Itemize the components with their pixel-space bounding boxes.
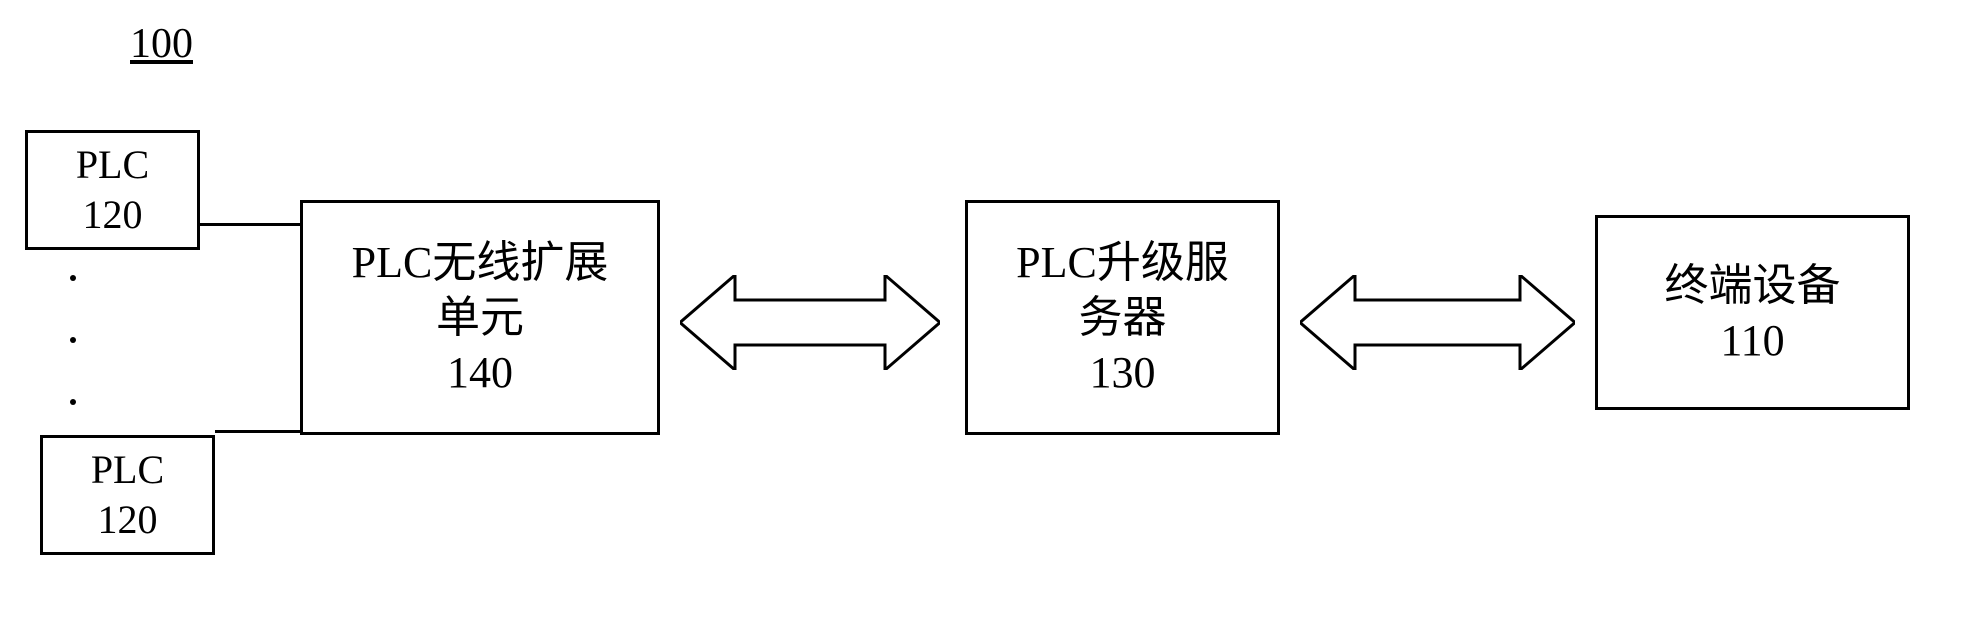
ellipsis-dot <box>70 399 76 405</box>
terminal-device-box: 终端设备 110 <box>1595 215 1910 410</box>
double-arrow-shape <box>680 275 940 370</box>
plc-box-top: PLC 120 <box>25 130 200 250</box>
ellipsis-dot <box>70 337 76 343</box>
plc-top-line2: 120 <box>83 190 143 240</box>
plc-top-line1: PLC <box>76 140 149 190</box>
wireless-line3: 140 <box>447 345 513 400</box>
terminal-line1: 终端设备 <box>1665 258 1841 313</box>
connector-plc-bot-wireless <box>215 430 300 433</box>
ellipsis-dot <box>70 275 76 281</box>
double-arrow-shape <box>1300 275 1575 370</box>
figure-number: 100 <box>130 20 193 68</box>
connector-plc-top-wireless <box>200 223 300 226</box>
server-line2: 务器 <box>1079 290 1167 345</box>
plc-bot-line2: 120 <box>98 495 158 545</box>
terminal-line2: 110 <box>1720 313 1784 368</box>
arrow-wireless-server <box>680 275 940 370</box>
wireless-line1: PLC无线扩展 <box>352 235 609 290</box>
plc-bot-line1: PLC <box>91 445 164 495</box>
plc-ellipsis <box>70 275 76 405</box>
arrow-server-terminal <box>1300 275 1575 370</box>
server-line1: PLC升级服 <box>1016 235 1229 290</box>
plc-box-bottom: PLC 120 <box>40 435 215 555</box>
upgrade-server-box: PLC升级服 务器 130 <box>965 200 1280 435</box>
wireless-extension-box: PLC无线扩展 单元 140 <box>300 200 660 435</box>
server-line3: 130 <box>1090 345 1156 400</box>
wireless-line2: 单元 <box>436 290 524 345</box>
